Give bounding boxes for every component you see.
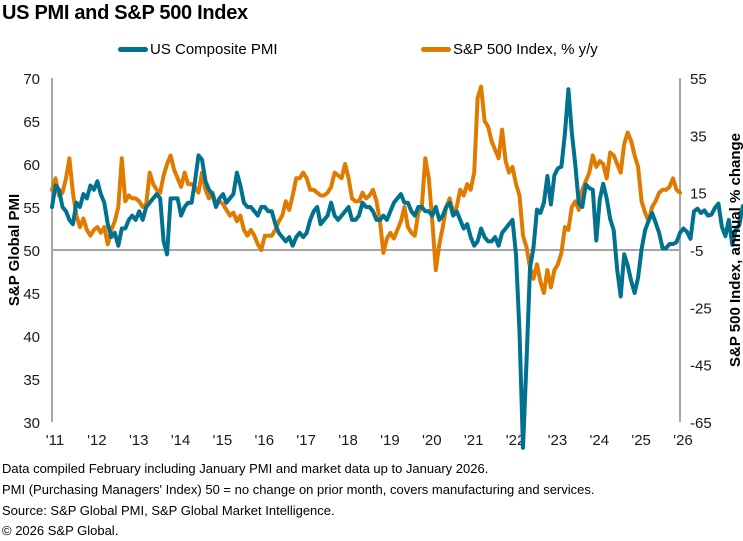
x-tick: '19: [380, 432, 400, 449]
x-tick: '23: [548, 432, 568, 449]
x-tick: '13: [129, 432, 149, 449]
chart-title: US PMI and S&P 500 Index: [2, 2, 248, 24]
y-tick-right: -65: [690, 415, 712, 432]
series-line-pmi: [50, 87, 743, 450]
chart-svg: 70 65 60 55 50 45 40 35 30 55 35 15 -5 -25 -45 -65 '11 '1…: [6, 71, 743, 450]
x-tick: '15: [213, 432, 233, 449]
y-tick-right: -45: [690, 358, 712, 375]
footer-note-2: PMI (Purchasing Managers' Index) 50 = no…: [2, 482, 595, 497]
y-tick-right: 35: [690, 128, 707, 145]
x-tick: '26: [673, 432, 693, 449]
legend-swatch-pmi: [118, 47, 148, 52]
footer-copyright: © 2026 S&P Global.: [2, 523, 119, 538]
y-tick-left: 50: [23, 243, 40, 260]
x-tick: '11: [46, 432, 64, 449]
y-tick-left: 35: [23, 372, 40, 389]
legend-item-sp500: S&P 500 Index, % y/y: [421, 41, 598, 58]
footer-source: Source: S&P Global PMI, S&P Global Marke…: [2, 503, 335, 518]
x-tick: '12: [87, 432, 107, 449]
x-tick: '20: [422, 432, 442, 449]
series-line-sp500: [50, 84, 682, 295]
legend-label-pmi: US Composite PMI: [150, 41, 278, 58]
y-tick-left: 55: [23, 200, 40, 217]
y-tick-right: -5: [690, 243, 703, 260]
y-tick-left: 60: [23, 157, 40, 174]
x-tick: '24: [589, 432, 609, 449]
y-tick-left: 40: [23, 329, 40, 346]
x-tick: '14: [171, 432, 191, 449]
y-tick-left: 70: [23, 71, 40, 88]
x-tick: '18: [338, 432, 358, 449]
y-tick-right: 55: [690, 71, 707, 88]
footer-note-1: Data compiled February including January…: [2, 461, 489, 476]
x-tick: '22: [506, 432, 526, 449]
x-tick: '16: [255, 432, 275, 449]
y-tick-left: 45: [23, 286, 40, 303]
y-tick-right: -25: [690, 300, 712, 317]
legend-item-pmi: US Composite PMI: [118, 41, 278, 58]
y-axis-title-right: S&P 500 Index, annual % change: [727, 133, 743, 367]
y-tick-left: 30: [23, 415, 40, 432]
y-tick-right: 15: [690, 186, 707, 203]
x-tick: '25: [631, 432, 651, 449]
x-tick: '21: [464, 432, 484, 449]
x-tick: '17: [296, 432, 316, 449]
y-tick-left: 65: [23, 114, 40, 131]
legend-swatch-sp500: [421, 47, 451, 52]
y-axis-title-left: S&P Global PMI: [6, 194, 23, 306]
legend-label-sp500: S&P 500 Index, % y/y: [453, 41, 598, 58]
